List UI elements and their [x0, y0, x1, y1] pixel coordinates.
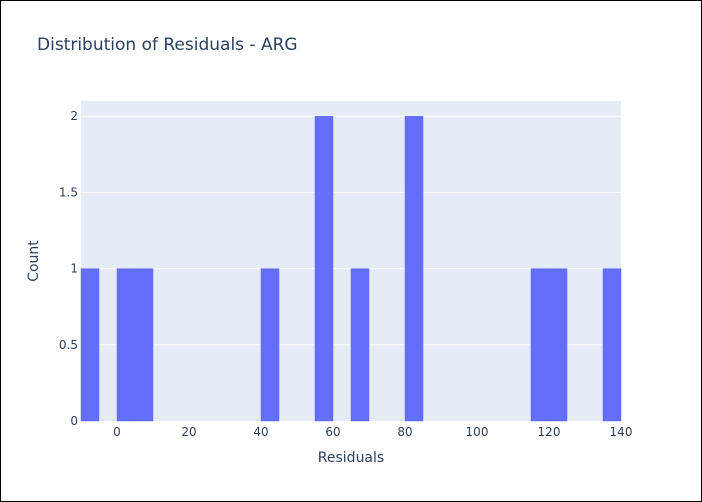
- histogram-bar[interactable]: [548, 268, 568, 422]
- y-tick-label: 1: [70, 262, 78, 276]
- x-tick-label: 80: [397, 425, 412, 439]
- x-tick-label: 20: [181, 425, 196, 439]
- x-tick-label: 60: [325, 425, 340, 439]
- histogram-bar[interactable]: [530, 268, 550, 422]
- histogram-bar[interactable]: [350, 268, 370, 422]
- x-axis-title: Residuals: [318, 450, 384, 466]
- histogram-bar[interactable]: [260, 268, 280, 422]
- x-tick-label: 120: [538, 425, 561, 439]
- histogram-bar[interactable]: [134, 268, 154, 422]
- x-tick-label: 0: [113, 425, 121, 439]
- x-tick-label: 40: [253, 425, 268, 439]
- histogram-bar[interactable]: [602, 268, 622, 422]
- y-tick-label: 1.5: [59, 185, 78, 199]
- x-tick-labels: 0 20 40 60 80 100 120 140: [113, 425, 632, 439]
- histogram-bar[interactable]: [116, 268, 136, 422]
- y-tick-label: 0.5: [59, 338, 78, 352]
- histogram-bar[interactable]: [404, 115, 424, 422]
- y-tick-label: 0: [70, 414, 78, 428]
- bars-group: [80, 115, 622, 422]
- x-tick-label: 100: [466, 425, 489, 439]
- chart-title: Distribution of Residuals - ARG: [37, 35, 298, 55]
- y-axis-title: Count: [26, 240, 42, 282]
- y-tick-label: 2: [70, 109, 78, 123]
- histogram-bar[interactable]: [80, 268, 100, 422]
- x-tick-label: 140: [610, 425, 633, 439]
- y-tick-labels: 0 0.5 1 1.5 2: [59, 109, 78, 428]
- histogram-bar[interactable]: [314, 115, 334, 422]
